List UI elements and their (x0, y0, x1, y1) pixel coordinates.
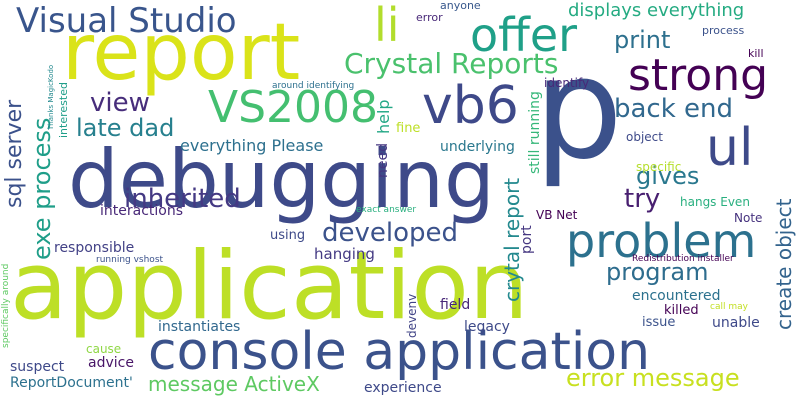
word-object: object (626, 130, 663, 144)
word-anyone: anyone (440, 0, 481, 12)
word-error-message: error message (566, 364, 740, 392)
word-sql-server: sql server (2, 99, 27, 208)
word-identify: identify (544, 76, 590, 90)
word-redistribution-installer: Redistribution installer (632, 254, 734, 264)
word-report: report (62, 8, 301, 98)
word-thanks-magickodo: Thanks MagicKodo (47, 64, 55, 130)
word-hangs-even: hangs Even (680, 195, 750, 209)
word-everything-please: everything Please (180, 136, 324, 155)
word-responsible: responsible (54, 240, 135, 256)
word-vs2008: VS2008 (208, 82, 379, 133)
word-field: field (440, 297, 471, 313)
word-call-may: call may (710, 302, 748, 312)
word-crystal-reports: Crystal Reports (344, 47, 559, 80)
word-visual-studio: Visual Studio (16, 1, 237, 41)
word-still-running: still running (527, 91, 543, 174)
word-offer: offer (470, 8, 578, 62)
word-gives: gives (636, 162, 700, 190)
word-port: port (519, 225, 535, 254)
word-exact-answer: exact answer (356, 205, 417, 215)
word-experience: experience (364, 380, 442, 396)
word-interactions: interactions (100, 203, 184, 219)
word-specific: specific (636, 160, 682, 174)
word-error: error (416, 11, 443, 24)
word-advice: advice (88, 355, 134, 371)
word-issue: issue (642, 315, 676, 330)
word-process: process (702, 24, 745, 37)
word-application: application (10, 232, 529, 341)
word-vb-net: VB Net (536, 208, 578, 222)
word-strong: strong (628, 50, 769, 101)
word-devenv: devenv (405, 293, 419, 338)
word-around-identifying: around identifying (272, 81, 355, 91)
word-vb6: vb6 (422, 76, 519, 136)
word-p: p (534, 28, 623, 191)
word-view: view (90, 88, 150, 118)
word-exe-process: exe process (28, 117, 56, 260)
word-using: using (270, 228, 306, 243)
word-fine: fine (396, 121, 421, 136)
word-specifically-around: specifically around (1, 263, 11, 348)
word-displays-everything: displays everything (568, 0, 745, 21)
word-li: li (374, 0, 400, 52)
word-cause: cause (86, 342, 122, 356)
word-print: print (614, 26, 671, 54)
word-console-application: console application (148, 322, 651, 382)
word-back-end: back end (614, 94, 734, 124)
word-create-object: create object (772, 198, 796, 330)
word-developed: developed (322, 218, 459, 248)
word-running-vshost: running vshost (96, 255, 164, 265)
word-legacy: legacy (464, 319, 510, 335)
word-try: try (624, 184, 661, 214)
word-ul: ul (706, 118, 754, 178)
word-problem: problem (566, 214, 757, 268)
word-message-activex: message ActiveX (148, 372, 320, 396)
word-suspect: suspect (10, 359, 65, 375)
word-instantiates: instantiates (158, 319, 241, 335)
word-underlying: underlying (440, 139, 515, 155)
word-hanging: hanging (314, 245, 375, 263)
word-encountered: encountered (632, 288, 721, 304)
word-program: program (606, 258, 709, 286)
word-reportdocument: ReportDocument' (10, 375, 133, 391)
word-debugging: debugging (68, 133, 495, 226)
word-need: need (375, 143, 391, 178)
word-interested: interested (57, 82, 70, 138)
word-late-dad: late dad (76, 114, 175, 142)
word-note: Note (734, 211, 763, 225)
word-kill: kill (748, 47, 764, 60)
word-inherited: inherited (124, 184, 241, 214)
word-help: help (374, 99, 393, 134)
word-unable: unable (712, 315, 760, 331)
word-killed: killed (664, 303, 699, 318)
